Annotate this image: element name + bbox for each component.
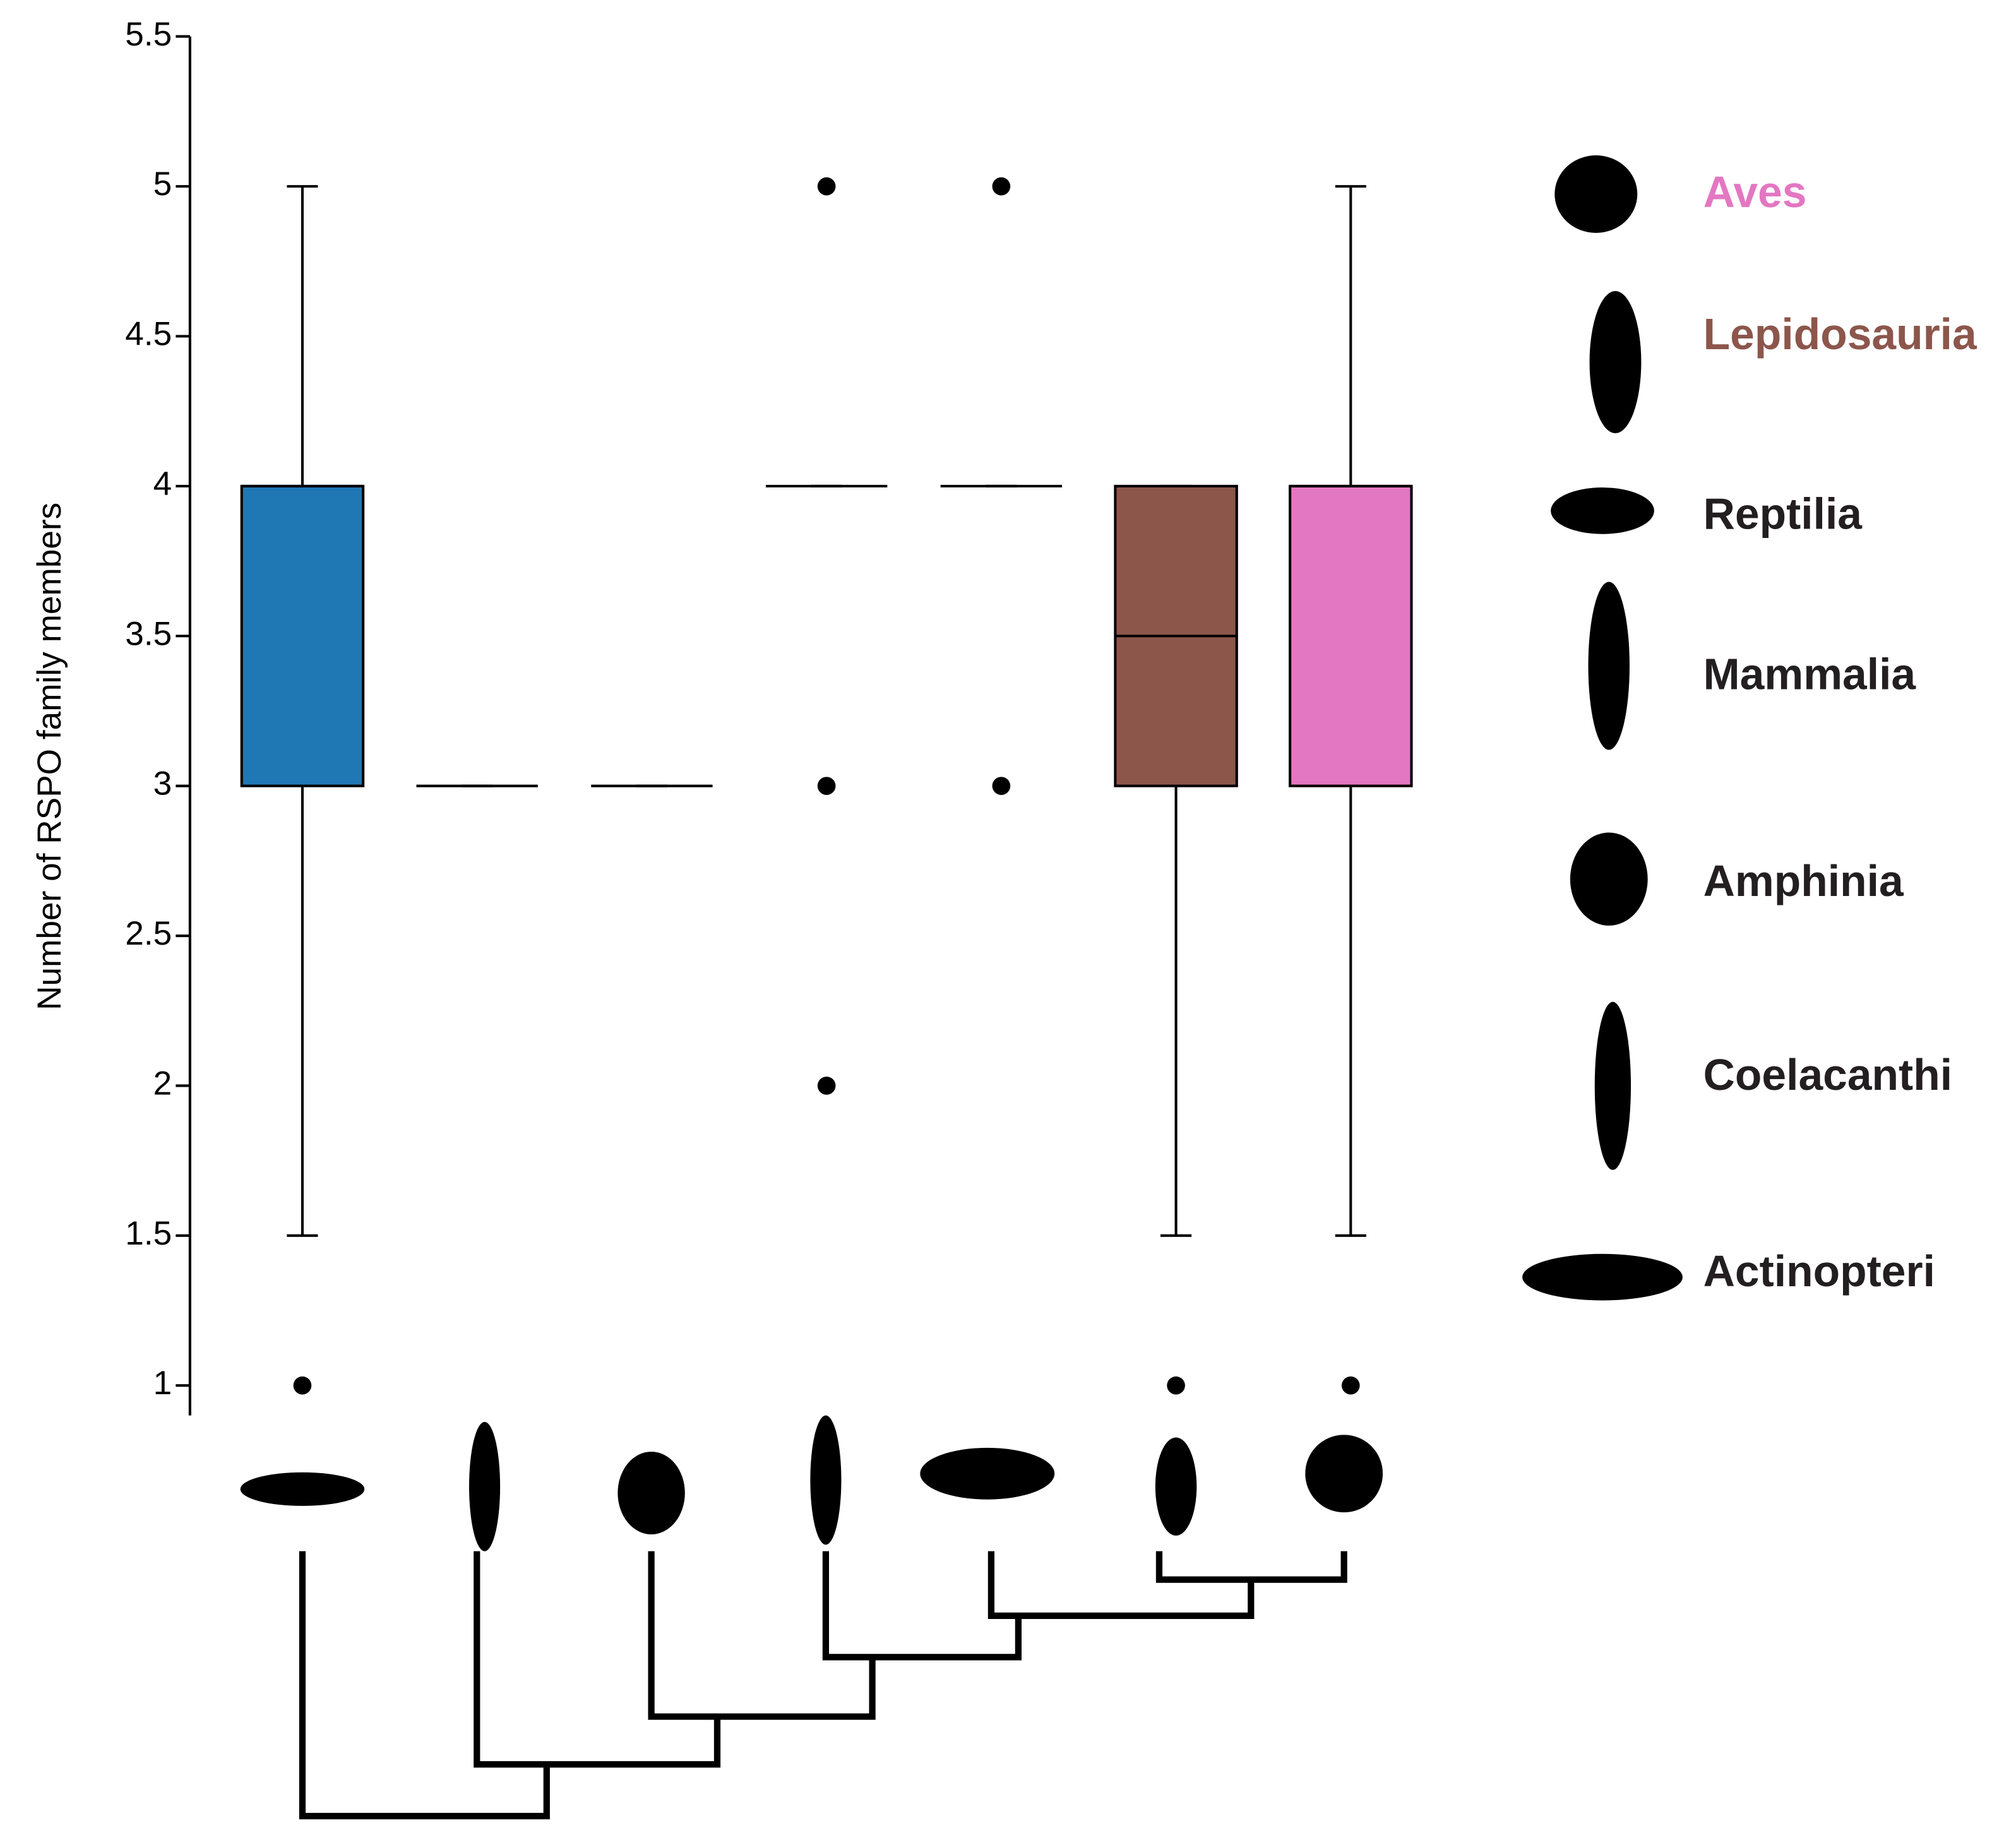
phylogeny-tree [299, 1551, 1347, 1820]
y-tick-label: 1.5 [125, 1215, 172, 1252]
outlier [992, 177, 1011, 196]
outlier [293, 1376, 312, 1395]
legend-label: Reptilia [1703, 489, 1863, 539]
legend-label: Coelacanthi [1703, 1050, 1952, 1099]
y-axis-label: Number of RSPO family members [31, 503, 68, 1010]
outlier [817, 177, 836, 196]
outlier [1167, 1376, 1185, 1395]
outlier [817, 1077, 836, 1095]
y-tick-label: 2.5 [125, 915, 172, 952]
outlier [992, 777, 1011, 795]
y-tick-label: 4.5 [125, 316, 172, 353]
box [240, 484, 365, 787]
y-tick-label: 3.5 [125, 615, 172, 652]
legend-label: Amphinia [1703, 856, 1904, 905]
y-tick-label: 2 [153, 1065, 172, 1102]
silhouettes [240, 155, 1683, 1551]
legend-label: Mammalia [1703, 649, 1917, 698]
legend-label: Actinopteri [1703, 1246, 1935, 1296]
legend-label: Lepidosauria [1703, 309, 1977, 359]
y-tick-label: 5 [153, 165, 172, 203]
y-tick-label: 4 [153, 465, 172, 503]
outlier [1341, 1376, 1360, 1395]
y-tick-label: 5.5 [125, 16, 172, 53]
y-tick-label: 1 [153, 1365, 172, 1402]
box [1289, 484, 1413, 787]
legend-label: Aves [1703, 167, 1807, 217]
outlier [817, 777, 836, 795]
y-tick-label: 3 [153, 765, 172, 803]
